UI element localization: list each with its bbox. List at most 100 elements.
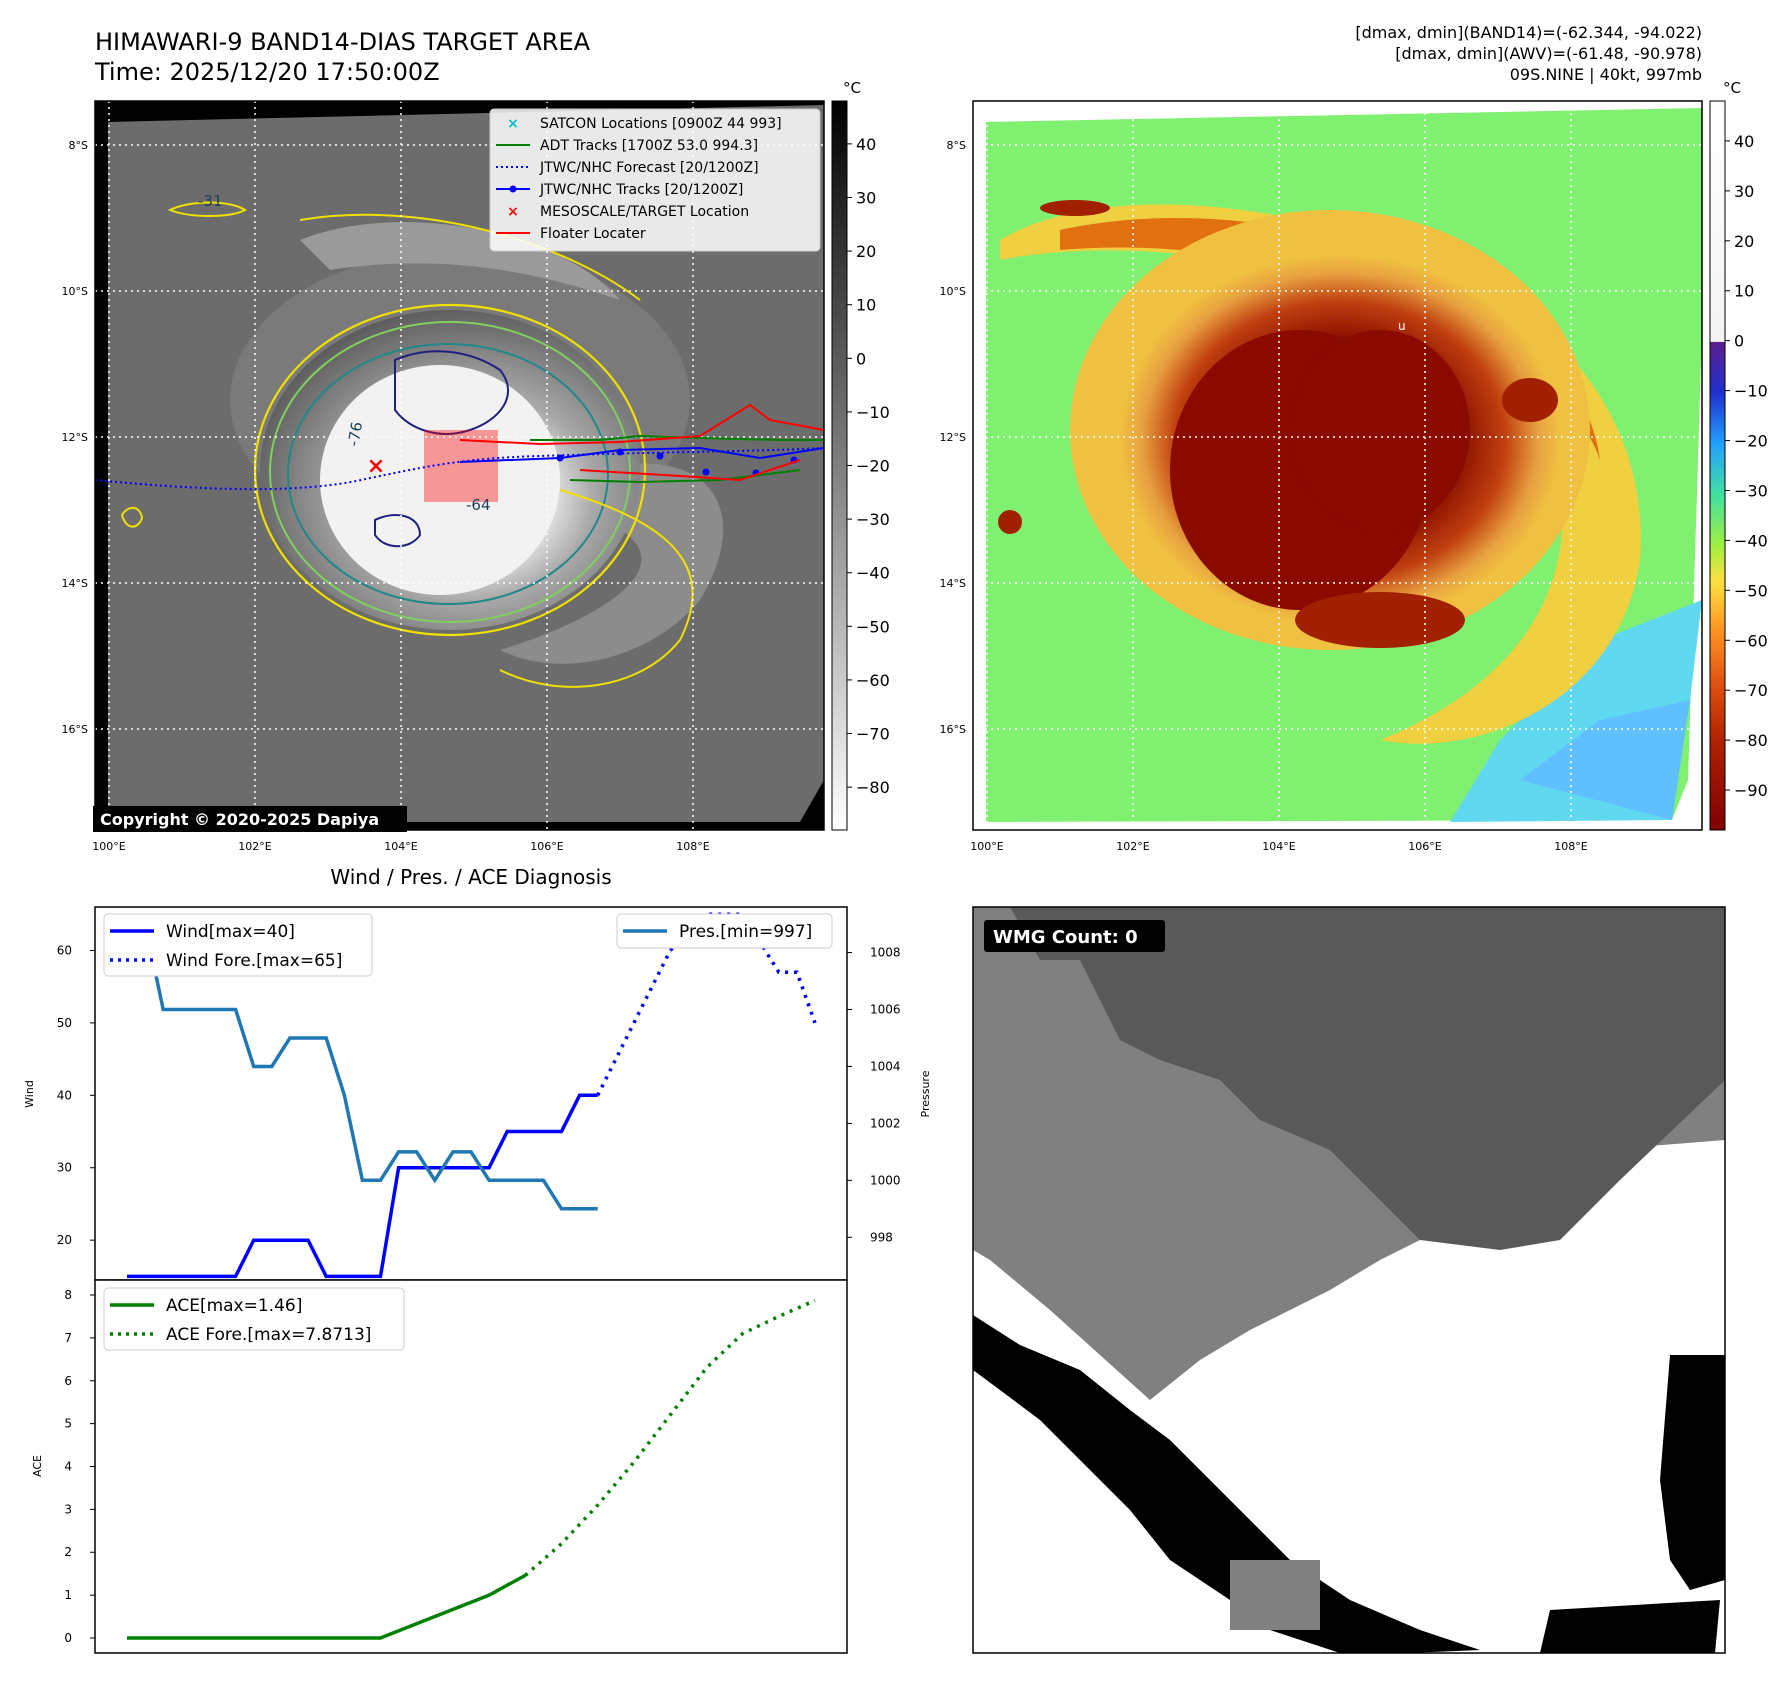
gray-colorbar-tick-label: 30 bbox=[856, 188, 876, 207]
y-tick-label: 40 bbox=[57, 1088, 72, 1102]
figure-title: HIMAWARI-9 BAND14-DIAS TARGET AREA bbox=[95, 28, 591, 56]
stats-band14: [dmax, dmin](BAND14)=(-62.344, -94.022) bbox=[1355, 23, 1702, 42]
y-right-tick-label: 1000 bbox=[870, 1173, 901, 1187]
ir-grayscale-map: × -76 -64 -31 Copyright © 2020-2025 Dapi… bbox=[62, 100, 825, 853]
y-tick-label: 4 bbox=[64, 1460, 72, 1474]
color-colorbar-ticks: 40 30 20 10 0 −10 −20 −30 −40 −50 −60 −70 −80 −90 bbox=[1725, 132, 1768, 800]
y-right-tick-label: 1008 bbox=[870, 946, 901, 960]
gray-colorbar-unit: °C bbox=[843, 79, 861, 97]
y-right-tick-label: 998 bbox=[870, 1230, 893, 1244]
color-colorbar-tick-label: 10 bbox=[1734, 282, 1754, 301]
svg-text:-31: -31 bbox=[198, 192, 223, 210]
svg-text:Pres.[min=997]: Pres.[min=997] bbox=[679, 922, 812, 942]
wmg-count-text: WMG Count: 0 bbox=[993, 927, 1138, 948]
svg-text:Wind[max=40]: Wind[max=40] bbox=[166, 922, 295, 942]
svg-text:JTWC/NHC Tracks [20/1200Z]: JTWC/NHC Tracks [20/1200Z] bbox=[539, 182, 743, 198]
copyright-text: Copyright © 2020-2025 Dapiya bbox=[100, 810, 379, 829]
color-colorbar-tick-label: 20 bbox=[1734, 232, 1754, 251]
color-colorbar-tick-label: 30 bbox=[1734, 182, 1754, 201]
svg-text:ADT Tracks [1700Z 53.0 994.3]: ADT Tracks [1700Z 53.0 994.3] bbox=[540, 138, 758, 154]
cyan-x-icon: × bbox=[507, 116, 519, 132]
svg-text:Floater Locater: Floater Locater bbox=[540, 226, 646, 242]
svg-text:14°S: 14°S bbox=[940, 577, 966, 590]
ace-chart: 0 1 2 3 4 5 6 7 8 ACE ACE[max=1.46] ACE Fore.[ma… bbox=[31, 1279, 848, 1654]
wmg-count-box bbox=[984, 920, 1165, 952]
ace-legend: ACE[max=1.46] ACE Fore.[max=7.8713] bbox=[103, 1287, 405, 1351]
y-tick-label: 30 bbox=[57, 1161, 72, 1175]
y-tick-label: 6 bbox=[64, 1374, 72, 1388]
y-tick-label: 0 bbox=[64, 1631, 72, 1645]
legend-jtwc-forecast: JTWC/NHC Forecast [20/1200Z] bbox=[496, 160, 759, 176]
svg-text:104°E: 104°E bbox=[1262, 840, 1295, 853]
red-x-icon: × bbox=[507, 204, 519, 220]
copyright-box bbox=[93, 806, 407, 832]
gray-colorbar-tick-label: −80 bbox=[856, 778, 890, 797]
left-map-lon-labels: 100°E 102°E 104°E 106°E 108°E bbox=[92, 840, 709, 853]
gray-colorbar-tick-label: −50 bbox=[856, 617, 890, 636]
gray-colorbar-tick-label: −10 bbox=[856, 403, 890, 422]
floater-track bbox=[459, 403, 824, 446]
pressure-legend: Pres.[min=997] bbox=[616, 913, 833, 949]
color-colorbar-tick-label: −60 bbox=[1734, 631, 1768, 650]
right-map-gridlines bbox=[973, 101, 1702, 830]
color-colorbar: °C 40 30 20 10 0 −10 −20 −30 −40 −50 −60 −70 −80 −90 bbox=[1709, 79, 1768, 831]
svg-text:102°E: 102°E bbox=[1116, 840, 1149, 853]
contour-yellow bbox=[253, 303, 647, 637]
color-colorbar-tick-label: −70 bbox=[1734, 681, 1768, 700]
y-tick-label: 5 bbox=[64, 1417, 72, 1431]
svg-text:100°E: 100°E bbox=[970, 840, 1003, 853]
left-map-lat-labels: 8°S 10°S 12°S 14°S 16°S bbox=[62, 139, 88, 736]
y-tick-label: 1 bbox=[64, 1588, 72, 1602]
y-tick-label: 3 bbox=[64, 1502, 72, 1516]
series-line-pres bbox=[127, 922, 598, 1211]
y-tick-label: 7 bbox=[64, 1331, 72, 1345]
color-colorbar-tick-label: −30 bbox=[1734, 481, 1768, 500]
svg-text:JTWC/NHC Forecast [20/1200Z]: JTWC/NHC Forecast [20/1200Z] bbox=[539, 160, 759, 176]
wmg-darkgray-region bbox=[1010, 907, 1725, 1250]
gray-colorbar-tick-label: −40 bbox=[856, 564, 890, 583]
svg-text:MESOSCALE/TARGET Location: MESOSCALE/TARGET Location bbox=[540, 204, 749, 220]
y-tick-label: 50 bbox=[57, 1016, 72, 1030]
color-colorbar-tick-label: −50 bbox=[1734, 581, 1768, 600]
gray-colorbar-tick-label: −20 bbox=[856, 457, 890, 476]
right-map-lon-labels: 100°E 102°E 104°E 106°E 108°E bbox=[970, 840, 1587, 853]
chart-title: Wind / Pres. / ACE Diagnosis bbox=[330, 865, 611, 889]
pressure-axis-label: Pressure bbox=[919, 1070, 932, 1117]
svg-text:Wind Fore.[max=65]: Wind Fore.[max=65] bbox=[166, 951, 342, 971]
color-colorbar-tick-label: −40 bbox=[1734, 531, 1768, 550]
svg-text:16°S: 16°S bbox=[940, 723, 966, 736]
svg-text:100°E: 100°E bbox=[92, 840, 125, 853]
contour-navy bbox=[394, 350, 510, 435]
gray-colorbar-tick-label: 10 bbox=[856, 296, 876, 315]
y-right-tick-label: 1002 bbox=[870, 1116, 901, 1130]
wmg-black-band bbox=[973, 1315, 1480, 1653]
svg-text:108°E: 108°E bbox=[676, 840, 709, 853]
svg-text:12°S: 12°S bbox=[940, 431, 966, 444]
color-colorbar-tick-label: 40 bbox=[1734, 132, 1754, 151]
ace-axis-label: ACE bbox=[31, 1455, 44, 1477]
awv-marker: u bbox=[1398, 319, 1406, 333]
contour-teal bbox=[287, 343, 609, 605]
svg-text:12°S: 12°S bbox=[62, 431, 88, 444]
svg-text:16°S: 16°S bbox=[62, 723, 88, 736]
y-tick-label: 8 bbox=[64, 1288, 72, 1302]
grayscale-colorbar: °C 40 30 20 10 0 −10 −20 −30 −40 −50 −60 −70 −80 bbox=[831, 79, 890, 831]
color-colorbar-tick-label: −90 bbox=[1734, 781, 1768, 800]
wind-pressure-chart: 20 30 40 50 60 998 1000 1002 1004 1006 1008 Wind … bbox=[23, 906, 932, 1281]
gray-colorbar-ticks: 40 30 20 10 0 −10 −20 −30 −40 −50 −60 −70 −80 bbox=[847, 135, 890, 797]
right-map-lat-labels: 8°S 10°S 12°S 14°S 16°S bbox=[940, 139, 966, 736]
stats-awv: [dmax, dmin](AWV)=(-61.48, -90.978) bbox=[1395, 44, 1702, 63]
y-tick-label: 2 bbox=[64, 1545, 72, 1559]
svg-text:-76: -76 bbox=[344, 420, 366, 447]
color-colorbar-tick-label: −80 bbox=[1734, 731, 1768, 750]
jtwc-track bbox=[459, 446, 824, 463]
color-colorbar-unit: °C bbox=[1723, 79, 1741, 97]
legend-target: × MESOSCALE/TARGET Location bbox=[507, 204, 749, 220]
gray-colorbar-tick-label: −30 bbox=[856, 510, 890, 529]
svg-text:-64: -64 bbox=[466, 496, 491, 514]
legend-floater: Floater Locater bbox=[496, 226, 646, 242]
svg-text:106°E: 106°E bbox=[530, 840, 563, 853]
svg-text:14°S: 14°S bbox=[62, 577, 88, 590]
legend-satcon: × SATCON Locations [0900Z 44 993] bbox=[507, 116, 781, 132]
